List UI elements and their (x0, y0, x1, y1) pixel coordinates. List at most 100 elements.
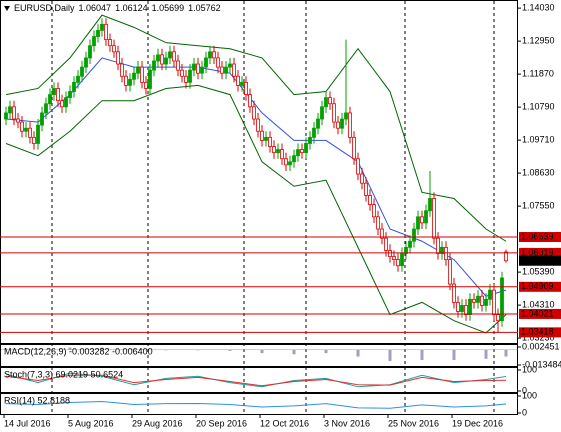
candle-body (500, 277, 504, 322)
candle-body (80, 66, 84, 77)
x-tick-label: 5 Aug 2016 (68, 418, 114, 428)
candle-body (416, 216, 420, 230)
candle-body (320, 106, 324, 120)
macd-bar (260, 349, 264, 354)
candle-body (168, 51, 172, 59)
candle-body (108, 39, 112, 47)
y-tick-label: 1.08630 (522, 167, 555, 177)
y-tick-label: 1.12950 (522, 35, 555, 45)
indicator-line (5, 14, 507, 242)
candle-body (408, 240, 412, 248)
panel-title: MACD(12,26,9) -0.003282 -0.006400 (4, 346, 153, 356)
y-tick-label: 1.07550 (522, 200, 555, 210)
candle-body (472, 298, 476, 303)
candle-body (504, 251, 508, 262)
candle-body (48, 94, 52, 105)
candle-body (16, 118, 20, 123)
candle-body (268, 136, 272, 147)
candle-body (60, 100, 64, 108)
macd-bar (36, 348, 40, 350)
candle-body (92, 36, 96, 47)
candle-body (204, 57, 208, 68)
candle-body (164, 57, 168, 65)
candle-body (52, 88, 56, 95)
candle-body (160, 54, 164, 65)
candle-body (468, 298, 472, 315)
candle-body (348, 112, 352, 138)
candle-body (220, 66, 224, 74)
candle-body (452, 283, 456, 303)
candle-body (156, 54, 160, 62)
candle-body (28, 127, 32, 138)
candle-body (428, 198, 432, 212)
candle-body (404, 246, 408, 254)
y-tick-label: 1.14030 (522, 2, 555, 12)
candle-body (284, 158, 288, 166)
macd-bar (324, 349, 328, 354)
x-tick-label: 12 Oct 2016 (260, 418, 309, 428)
level-label-box (519, 281, 561, 292)
title-low: 1.05699 (152, 3, 185, 13)
y-tick-label: 1.04310 (522, 299, 555, 309)
candle-body (232, 63, 236, 77)
candle-body (336, 121, 340, 129)
indicator-line (5, 400, 507, 409)
chart-title: EURUSD,Daily 1.06047 1.06124 1.05699 1.05762 (14, 3, 221, 13)
candle-body (88, 45, 92, 59)
level-label: 1.04021 (521, 308, 554, 318)
y-tick-label: 1.03230 (522, 332, 555, 342)
candle-body (400, 253, 404, 267)
candle-body (372, 204, 376, 218)
current-price-box (519, 255, 561, 266)
indicator-line (5, 84, 507, 334)
level-label-box (519, 232, 561, 243)
title-close: 1.05762 (188, 3, 221, 13)
candle-body (140, 66, 144, 83)
x-tick-label: 20 Sep 2016 (196, 418, 247, 428)
macd-panel (0, 344, 518, 367)
macd-bar (452, 349, 456, 360)
candle-body (272, 146, 276, 154)
candle-body (8, 106, 12, 114)
candle-body (192, 63, 196, 71)
candle-body (444, 246, 448, 260)
candle-body (364, 182, 368, 196)
candle-body (384, 237, 388, 251)
candle-body (312, 127, 316, 138)
candle-body (248, 94, 252, 108)
x-tick-label: 3 Nov 2016 (324, 418, 370, 428)
candle-body (424, 210, 428, 224)
candle-body (224, 66, 228, 74)
candle-body (152, 60, 156, 71)
candle-body (216, 57, 220, 68)
candle-body (332, 103, 336, 123)
candle-body (184, 75, 188, 83)
candle-body (392, 256, 396, 260)
candle-body (144, 81, 148, 89)
level-label-box (519, 247, 561, 258)
candle-body (496, 314, 500, 322)
x-tick-label: 29 Aug 2016 (132, 418, 183, 428)
candle-body (196, 63, 200, 74)
candle-body (20, 121, 24, 132)
candle-body (344, 112, 348, 120)
y-tick-label: 100 (522, 364, 537, 374)
candle-body (208, 51, 212, 59)
candle-body (124, 75, 128, 86)
current-price: 1.05762 (521, 255, 554, 265)
macd-bar (100, 347, 104, 350)
candle-body (308, 136, 312, 144)
candle-body (64, 97, 68, 108)
candle-body (432, 198, 436, 239)
candle-body (84, 57, 88, 68)
indicator-line (5, 374, 507, 387)
candle-body (492, 289, 496, 315)
panel-title: RSI(14) 52.8188 (4, 395, 70, 405)
candle-body (280, 149, 284, 160)
macd-bar (388, 349, 392, 362)
candle-body (96, 30, 100, 37)
macd-bar (356, 349, 360, 357)
x-tick-label: 19 Dec 2016 (452, 418, 503, 428)
candle-body (460, 305, 464, 312)
